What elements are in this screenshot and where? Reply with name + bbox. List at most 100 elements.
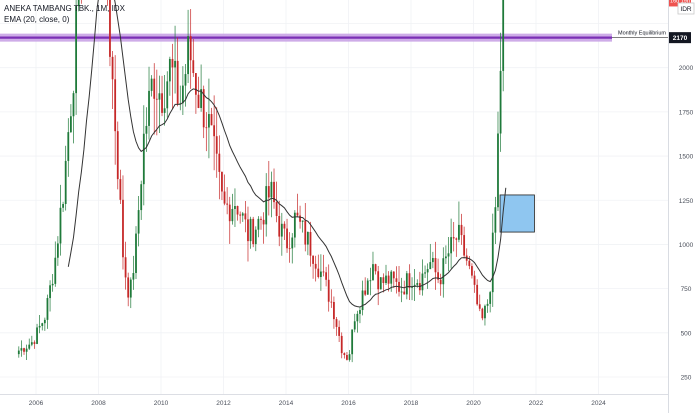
candle-body — [444, 256, 447, 259]
chart-grid — [0, 0, 668, 394]
candle-body — [395, 278, 398, 282]
candle-body — [114, 79, 117, 132]
candle-body — [116, 131, 119, 180]
candle-body — [166, 81, 169, 109]
candle-body — [385, 275, 387, 284]
candle-body — [364, 290, 367, 295]
candle-body — [478, 304, 481, 309]
candle-body — [400, 291, 403, 293]
candle-body — [213, 125, 216, 137]
candle-body — [228, 204, 231, 222]
candle-body — [176, 60, 179, 105]
candle-body — [132, 272, 135, 280]
candle-body — [236, 206, 239, 215]
candle-body — [333, 301, 335, 320]
y-tick-label: 1000 — [679, 242, 694, 249]
candle-body — [348, 354, 351, 360]
candle-body — [317, 268, 320, 278]
x-tick-label: 2022 — [529, 400, 544, 407]
x-tick-label: 2008 — [91, 400, 106, 407]
candle-body — [38, 325, 41, 328]
candle-body — [377, 271, 380, 290]
candle-body — [447, 253, 450, 257]
y-tick-label: 1750 — [679, 109, 694, 116]
candle-body — [278, 215, 281, 237]
candle-body — [17, 350, 20, 355]
candle-body — [421, 273, 424, 291]
candle-body — [424, 272, 426, 274]
candle-body — [194, 73, 197, 95]
candle-body — [468, 260, 471, 267]
candle-body — [231, 208, 234, 222]
equilibrium-label: Monthly Equilibrium — [618, 31, 666, 37]
candle-body — [322, 271, 325, 273]
candle-body — [41, 323, 44, 326]
candle-body — [247, 219, 249, 242]
candle-body — [56, 243, 59, 258]
candle-body — [23, 348, 25, 352]
candle-body — [335, 319, 338, 327]
candle-body — [283, 223, 286, 229]
candle-body — [174, 60, 176, 68]
candle-body — [413, 284, 416, 287]
candle-body — [353, 321, 356, 330]
candle-body — [429, 262, 432, 270]
candle-body — [442, 258, 445, 285]
candle-body — [189, 36, 192, 61]
candle-body — [20, 348, 23, 351]
candle-body — [153, 78, 156, 99]
candle-body — [226, 203, 229, 205]
candle-body — [416, 283, 419, 285]
candle-body — [486, 303, 489, 306]
equilibrium-value: 2170 — [673, 35, 688, 42]
candle-body — [254, 229, 257, 245]
candle-body — [343, 353, 346, 355]
currency-box[interactable] — [677, 2, 695, 15]
candle-body — [155, 98, 158, 100]
candle-body — [439, 279, 442, 285]
candle-body — [499, 70, 502, 134]
candle-body — [28, 344, 31, 349]
candle-body — [452, 237, 455, 239]
candlestick-series — [17, 0, 505, 363]
x-tick-label: 2010 — [154, 400, 169, 407]
candle-body — [374, 264, 377, 272]
candle-body — [265, 186, 268, 225]
candle-body — [171, 58, 174, 68]
time-axis: 2006 2008 2010 2012 2014 2016 2018 2020 2022 2024 — [0, 394, 668, 407]
candle-body — [491, 232, 494, 293]
price-zones — [499, 194, 535, 233]
candle-body — [338, 326, 341, 336]
candle-body — [494, 207, 497, 233]
x-tick-label: 2006 — [29, 400, 44, 407]
y-tick-label: 250 — [681, 375, 692, 382]
candle-body — [223, 191, 226, 204]
candle-body — [221, 171, 223, 192]
candle-body — [476, 284, 479, 305]
candle-body — [403, 291, 406, 295]
candle-body — [387, 275, 390, 284]
candle-body — [69, 116, 72, 133]
symbol-title: ANEKA TAMBANG TBK., 1M, IDX — [4, 4, 126, 13]
candle-body — [158, 93, 161, 100]
candle-body — [405, 273, 408, 295]
x-tick-label: 2016 — [341, 400, 356, 407]
candle-body — [210, 114, 213, 126]
candle-body — [215, 136, 218, 154]
candle-body — [72, 93, 75, 117]
candle-body — [168, 58, 171, 82]
candle-body — [379, 277, 382, 290]
y-tick-label: 1500 — [679, 154, 694, 161]
candle-body — [109, 0, 111, 57]
candle-body — [408, 273, 411, 288]
indicator-label: EMA (20, close, 0) — [4, 15, 70, 24]
x-tick-label: 2018 — [404, 400, 419, 407]
candle-body — [49, 285, 51, 299]
candle-body — [30, 342, 33, 345]
candle-body — [296, 212, 299, 216]
candle-body — [288, 248, 291, 250]
x-tick-label: 2024 — [591, 400, 606, 407]
candle-body — [59, 207, 62, 244]
candle-body — [257, 218, 260, 230]
